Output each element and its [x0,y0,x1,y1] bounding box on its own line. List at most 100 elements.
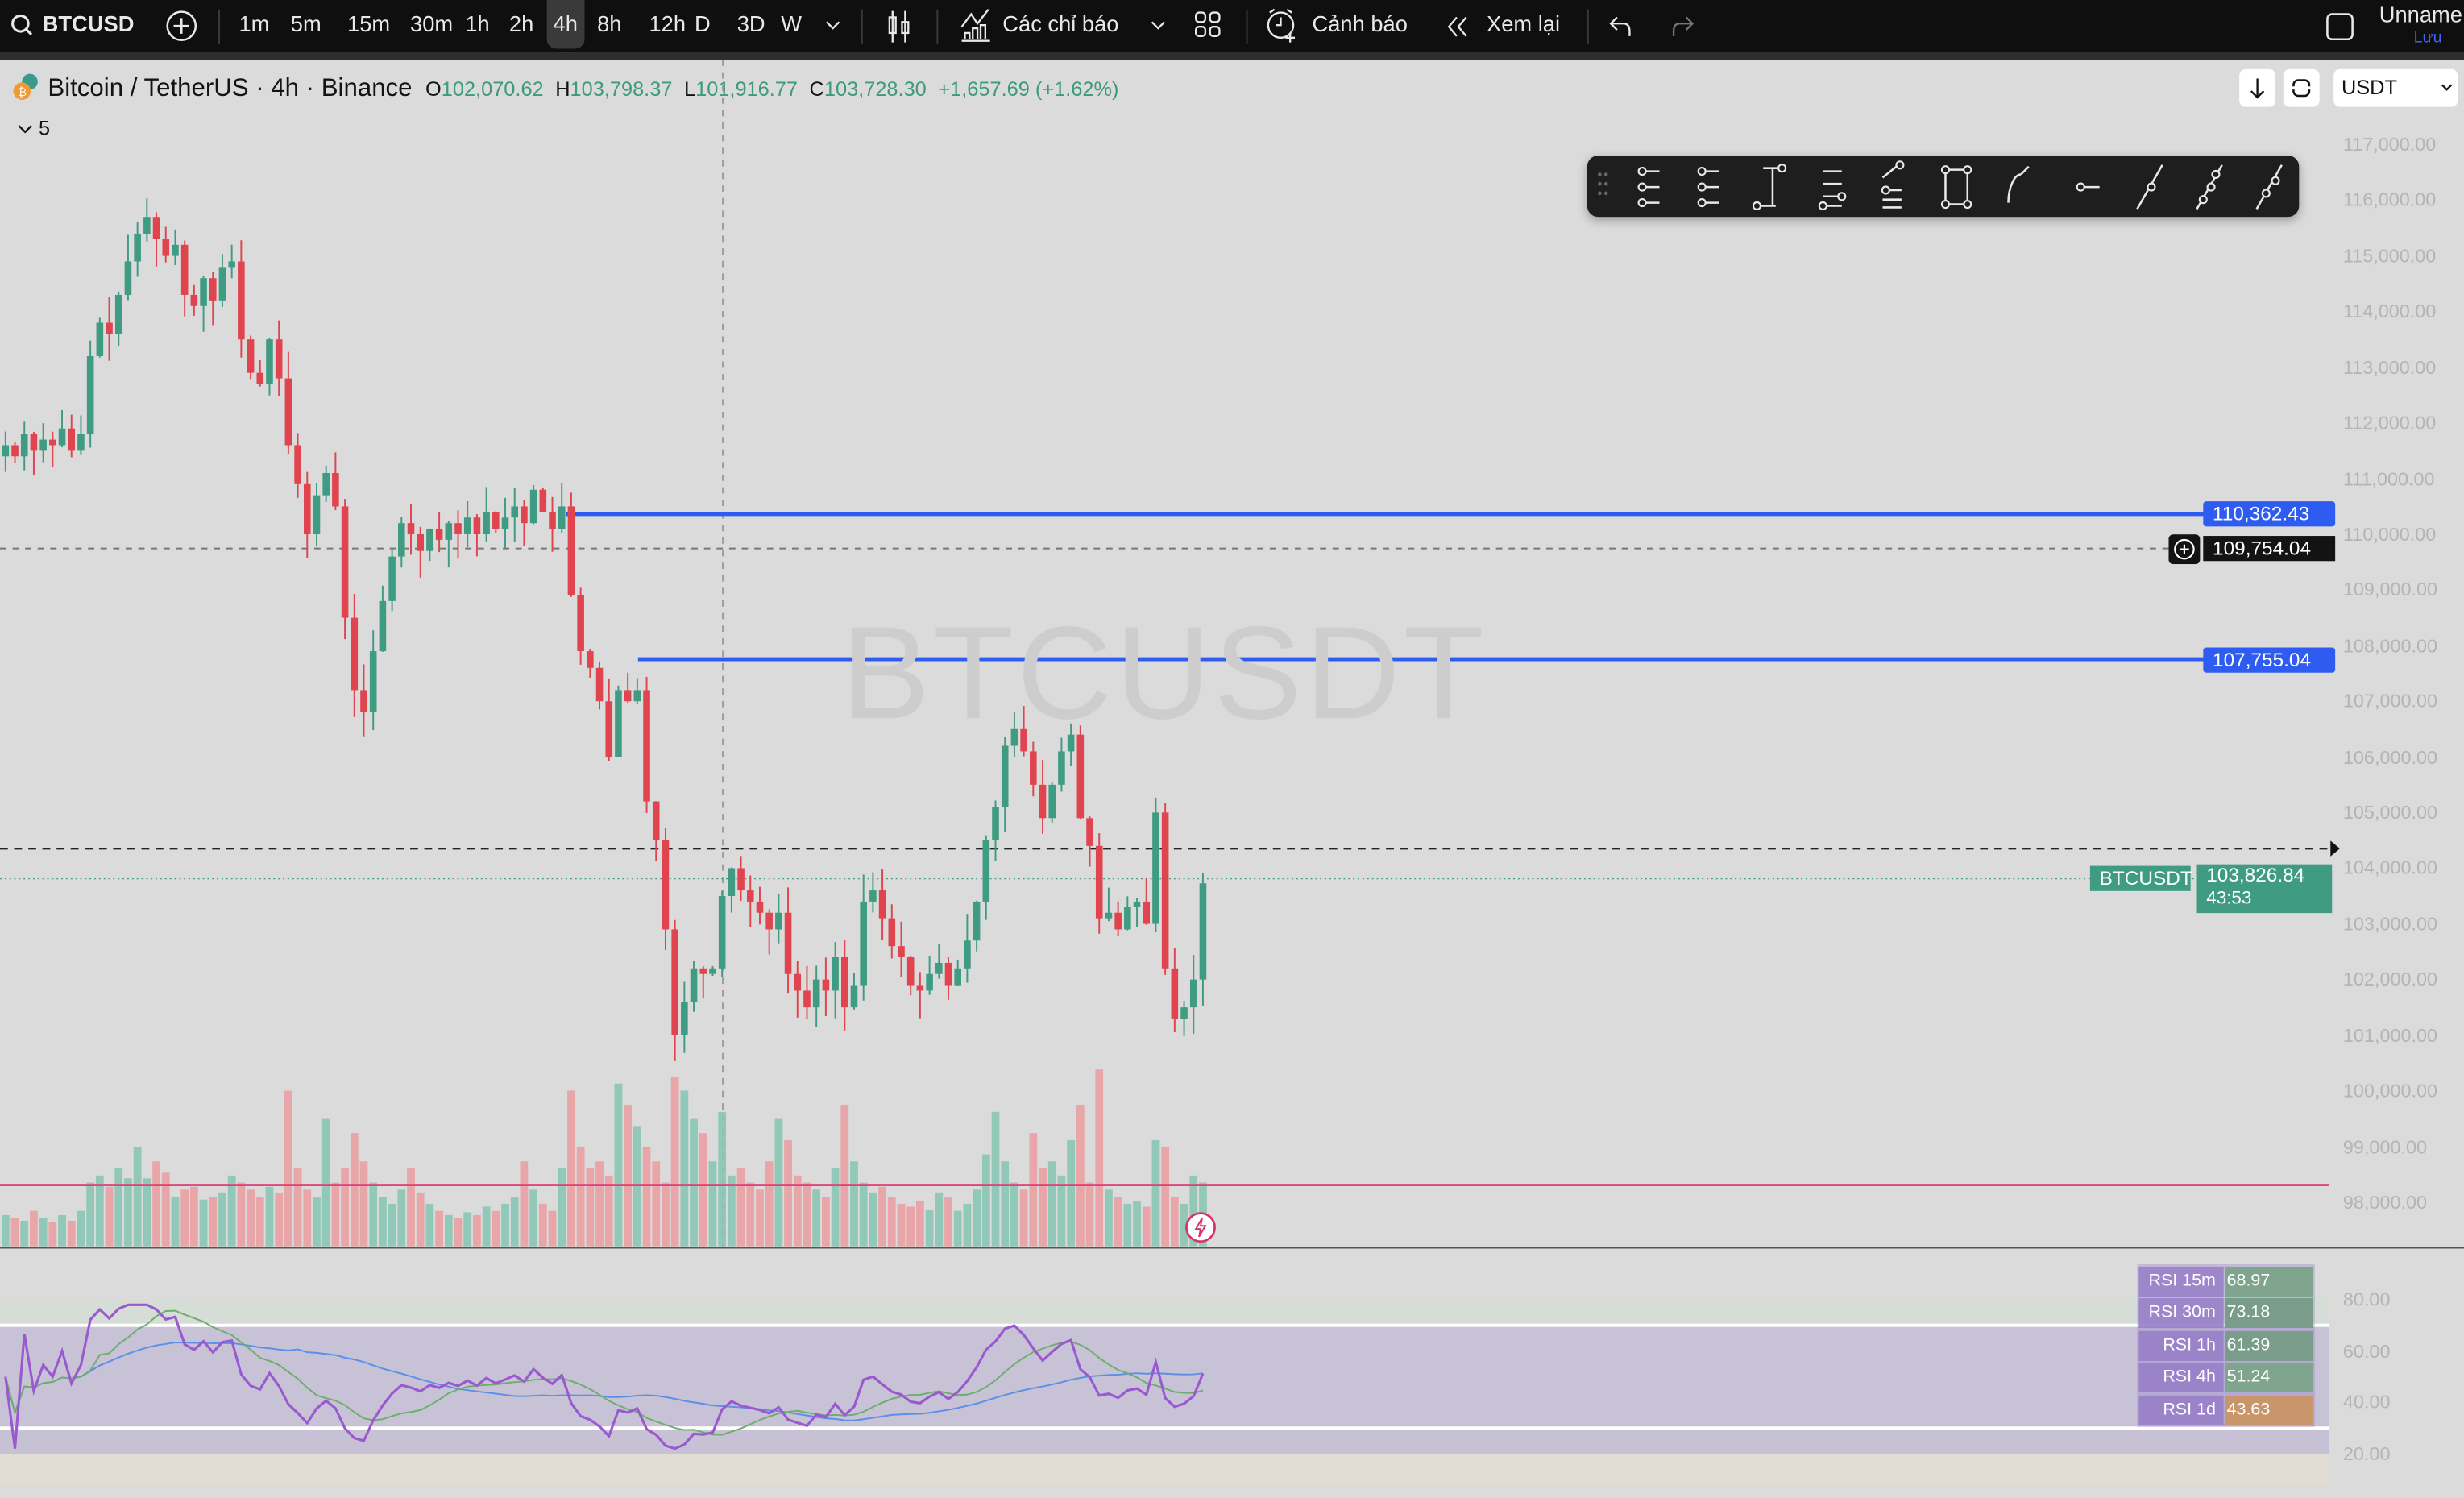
add-plus-circle-icon[interactable] [2168,534,2201,565]
fullscreen-square-icon[interactable] [2324,10,2355,44]
close-value: 103,728.30 [823,77,927,101]
symbol-search-button[interactable]: BTCUSD [42,10,135,36]
scroll-to-latest-button[interactable] [2239,68,2276,107]
volume-bar [48,1222,57,1247]
candle-body [501,517,509,529]
replay-button[interactable]: Xem lại [1486,10,1561,36]
redo-icon[interactable] [1667,13,1695,41]
save-button[interactable]: Lưu [2413,30,2442,48]
high-label: H [555,77,570,101]
volume-bar [586,1168,595,1247]
parallel-lines-icon[interactable] [1823,170,1842,207]
anchor-point [2206,182,2216,192]
volume-bar [218,1192,226,1247]
layout-grid-icon[interactable] [1193,10,1222,41]
volume-bar [435,1210,443,1247]
timeframe-D[interactable]: D [695,10,711,36]
candle-body [511,506,519,518]
volume-bar [152,1161,160,1247]
price-axis-tick: 112,000.00 [2342,412,2437,434]
timeframe-15m[interactable]: 15m [347,10,391,36]
brush-icon[interactable] [2007,165,2030,203]
timeframe-W[interactable]: W [781,10,803,36]
candle-style-icon[interactable] [885,8,913,46]
fib-fan-icon[interactable] [1881,164,1902,209]
candle-body [284,378,292,446]
chart-canvas[interactable] [0,60,2464,1498]
volume-bar [143,1178,151,1247]
volume-bar [1189,1175,1198,1247]
symbol-price-tag: BTCUSDT [2089,865,2192,891]
drag-handle-icon[interactable] [1603,191,1608,196]
alerts-button[interactable]: Cảnh báo [1312,10,1408,36]
arrow-down-icon [2250,78,2265,99]
extended-line-icon[interactable] [2255,164,2283,210]
volume-bar [397,1189,406,1247]
volume-bar [388,1203,396,1247]
candle-body [1171,968,1179,1019]
timeframe-30m[interactable]: 30m [410,10,454,36]
close-label: C [809,77,824,101]
volume-bar [699,1133,707,1247]
candle-body [1095,845,1103,919]
toolbar-border [0,52,2464,60]
chevron-down-icon[interactable] [825,19,841,31]
compare-add-icon[interactable] [165,10,198,43]
volume-bar [906,1206,915,1247]
anchor-point [1963,199,1972,210]
volume-bar [265,1186,274,1247]
indicators-button[interactable]: Các chỉ báo [1002,10,1119,36]
lower-line-price-label: 107,755.04 [2203,647,2336,673]
icon-stroke [1757,167,1782,207]
volume-bar [981,1154,990,1247]
undo-icon[interactable] [1607,13,1636,41]
candle-body [96,322,104,356]
volume-bar [1105,1189,1113,1247]
reset-chart-button[interactable] [2283,68,2320,107]
candle-body [521,506,528,524]
alarm-clock-icon[interactable] [1265,6,1303,44]
rewind-icon[interactable] [1444,15,1472,39]
candle-body [417,533,424,551]
candle-body [313,495,321,534]
timeframe-1h[interactable]: 1h [465,10,490,36]
anchor-point [1637,167,1647,176]
price-axis-tick: 111,000.00 [2342,467,2435,490]
price-range-icon[interactable] [1757,167,1782,207]
volume-bar [538,1203,547,1247]
timeframe-5m[interactable]: 5m [290,10,321,36]
volume-bar [341,1168,349,1247]
indicators-icon[interactable] [959,8,993,43]
volume-bar [878,1186,886,1247]
timeframe-4h[interactable]: 4h [553,10,578,36]
volume-bar [189,1186,198,1247]
timeframe-12h[interactable]: 12h [649,10,687,36]
timeframe-1m[interactable]: 1m [239,10,270,36]
candle-body [529,489,537,524]
candle-body [746,890,754,902]
volume-bar [1095,1069,1104,1247]
volume-bar [812,1189,821,1247]
symbol-title[interactable]: Bitcoin / TetherUS · 4h · Binance [48,75,413,102]
currency-select[interactable]: USDT [2333,68,2458,107]
drag-handle-icon[interactable] [1603,181,1608,186]
layout-name[interactable]: Unname [2379,1,2462,27]
timeframe-3D[interactable]: 3D [736,10,765,36]
anchor-point [2076,182,2085,192]
volume-bar [1,1214,10,1247]
chevron-down-icon[interactable] [1151,19,1167,31]
price-axis-tick: 110,000.00 [2342,523,2437,546]
search-icon[interactable] [10,13,35,38]
divider [1587,9,1589,44]
indicators-collapse-toggle[interactable]: 5 [17,116,50,140]
timeframe-2h[interactable]: 2h [508,10,534,36]
candle-body [247,339,255,373]
candle-body [850,985,858,1008]
volume-bar [850,1161,858,1247]
anchor-point [1637,198,1647,208]
drag-handle-icon[interactable] [1603,172,1608,176]
rectangle-icon[interactable] [1944,168,1969,205]
volume-bar [520,1161,529,1247]
lightning-alert-icon[interactable] [1185,1212,1217,1243]
timeframe-8h[interactable]: 8h [597,10,622,36]
